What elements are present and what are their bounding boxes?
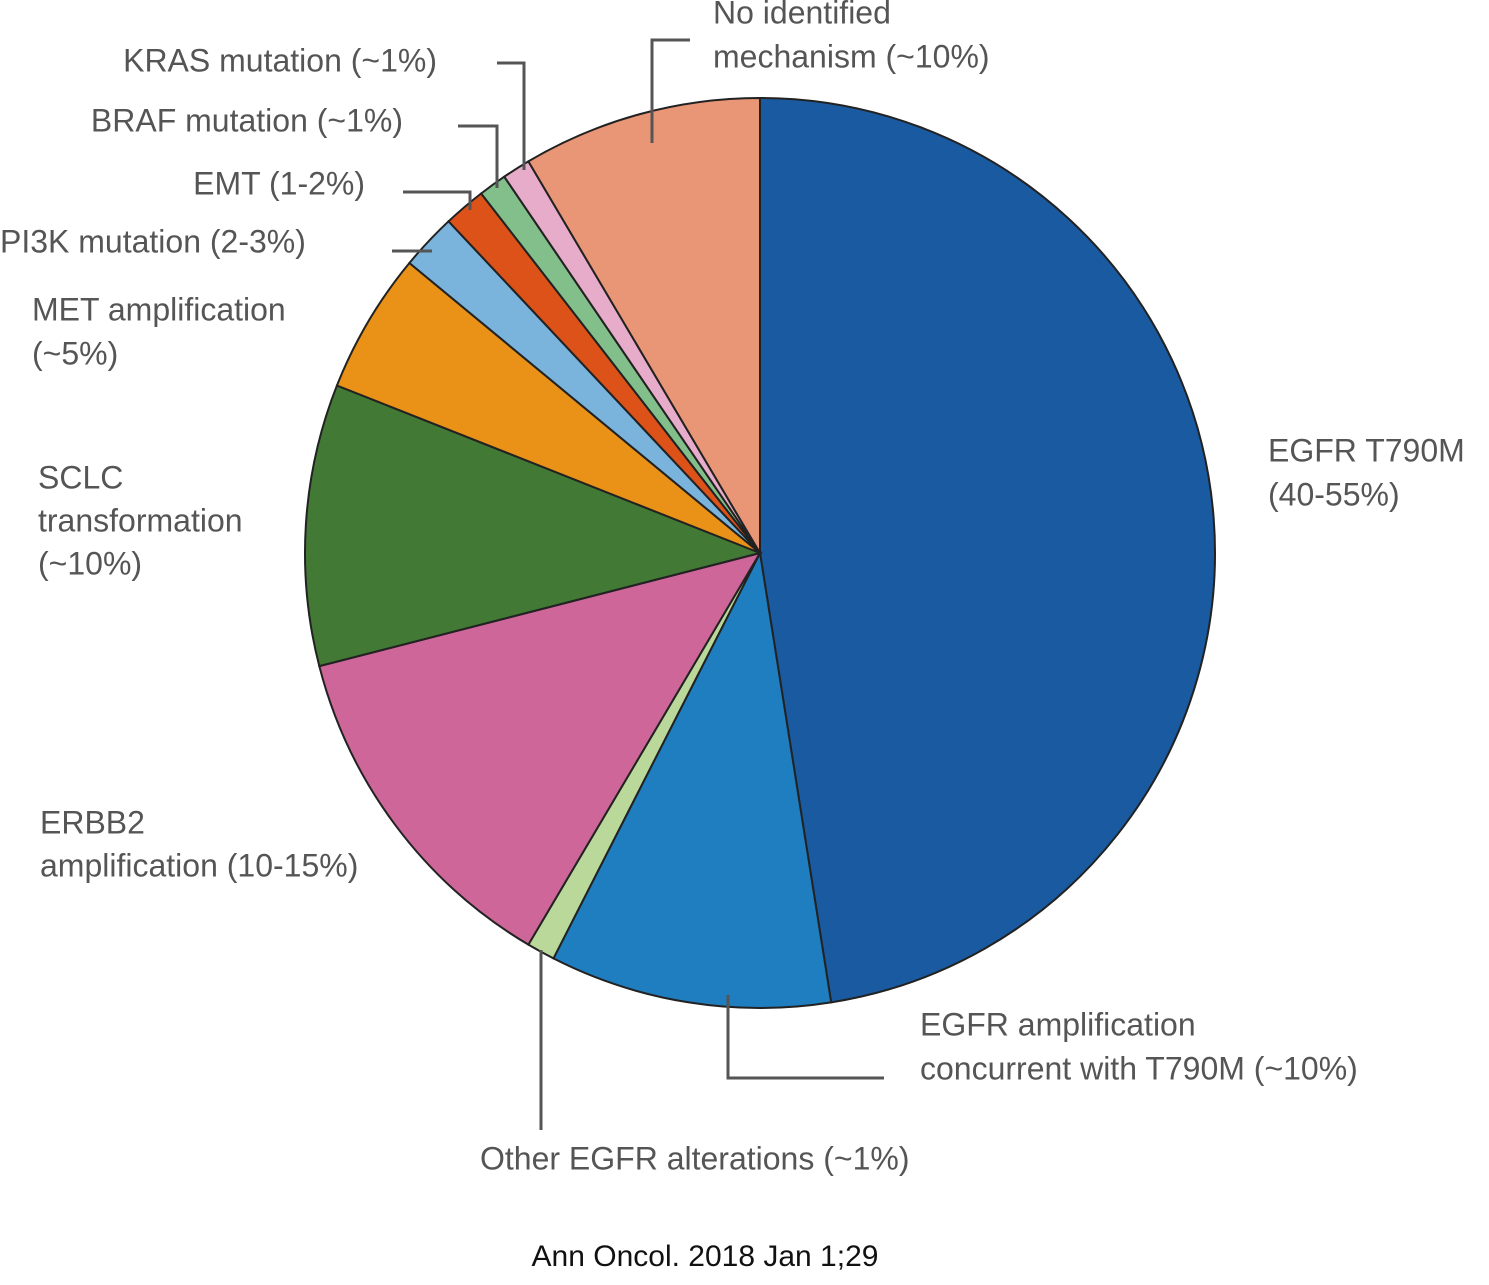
- pie-slice: [759, 96, 1216, 1004]
- slice-label: amplification (10-15%): [40, 847, 358, 883]
- slice-label: (~5%): [32, 335, 118, 371]
- leader-line: [726, 995, 884, 1080]
- leader-line: [403, 190, 472, 210]
- slice-label: No identified: [713, 0, 891, 30]
- leader-line: [650, 38, 690, 143]
- leader-line: [497, 61, 526, 170]
- slice-label: Other EGFR alterations (~1%): [480, 1140, 909, 1176]
- slice-label: KRAS mutation (~1%): [123, 42, 437, 78]
- pie-slice: [318, 551, 763, 947]
- slice-label: mechanism (~10%): [713, 38, 990, 74]
- slice-label: BRAF mutation (~1%): [91, 102, 403, 138]
- slice-label: (40-55%): [1268, 476, 1400, 512]
- slice-label: (~10%): [38, 545, 142, 581]
- slice-label: MET amplification: [32, 291, 286, 327]
- slice-label: transformation: [38, 502, 243, 538]
- pie-slice: [304, 384, 764, 668]
- pie-slice: [335, 261, 761, 554]
- leader-line: [458, 124, 499, 188]
- slice-label: SCLC: [38, 459, 123, 495]
- slice-label: EGFR amplification: [920, 1006, 1196, 1042]
- slice-label: EGFR T790M: [1268, 432, 1465, 468]
- source: Ann Oncol. 2018 Jan 1;29: [532, 1240, 879, 1273]
- pie-slice: [527, 96, 761, 557]
- pie-slice: [552, 549, 833, 1009]
- slice-label: concurrent with T790M (~10%): [920, 1050, 1358, 1086]
- slice-label: ERBB2: [40, 804, 145, 840]
- slice-label: EMT (1-2%): [193, 165, 365, 201]
- slice-label: PI3K mutation (2-3%): [0, 223, 306, 259]
